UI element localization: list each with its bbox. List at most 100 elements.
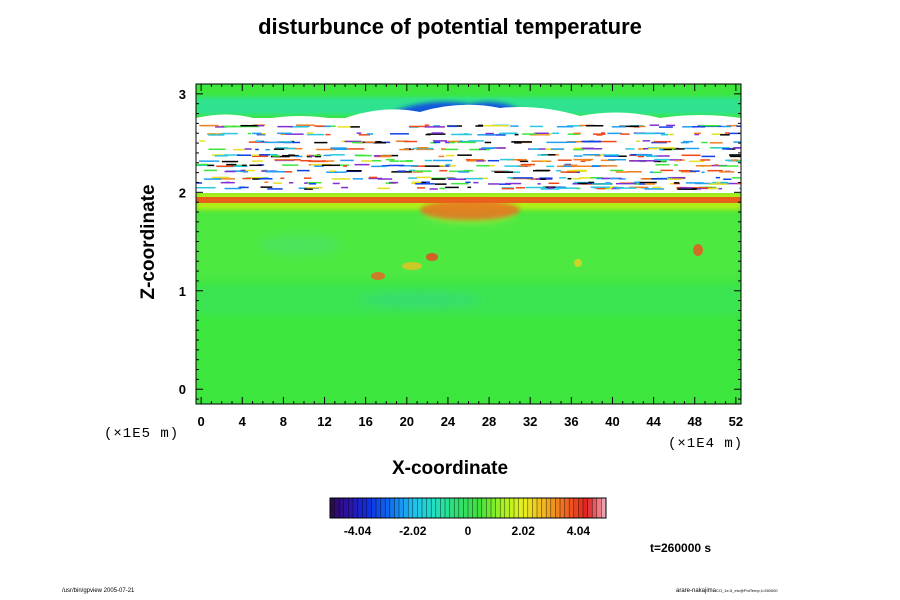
noise-streak [260,186,273,188]
noise-streak [669,182,674,185]
x-tick-label: 44 [646,414,661,429]
noise-streak [281,141,293,143]
noise-streak [388,164,405,167]
noise-streak [466,160,487,162]
warm-blob [574,259,582,267]
noise-streak [341,186,349,189]
noise-streak [389,181,399,184]
noise-streak [546,141,567,144]
colorbar-cell [481,498,487,518]
noise-streak [736,160,741,163]
noise-streak [736,125,741,128]
noise-streak [265,170,285,173]
noise-streak [483,124,496,127]
noise-streak [352,178,363,180]
noise-streak [207,133,217,135]
noise-streak [573,169,588,172]
noise-streak [458,133,468,136]
noise-streak [295,155,303,158]
noise-streak [573,158,593,161]
noise-streak [343,165,347,167]
noise-streak [714,164,719,166]
noise-streak [373,155,381,157]
noise-streak [599,187,612,190]
noise-streak [725,159,736,162]
noise-streak [398,164,419,167]
noise-streak [448,125,458,128]
noise-streak [240,124,258,127]
noise-streak [652,186,662,189]
noise-streak [239,186,245,189]
noise-streak [640,178,653,180]
noise-streak [576,187,581,190]
noise-streak [583,154,601,156]
noise-streak [446,177,457,180]
noise-streak [296,169,310,172]
noise-streak [605,182,611,184]
noise-streak [199,124,219,127]
noise-streak [280,177,285,179]
noise-streak [596,134,603,136]
noise-streak [225,181,230,184]
noise-streak [258,132,266,135]
colorbar-cell [394,498,400,518]
colorbar-cell [500,498,506,518]
noise-streak [485,132,494,135]
cool-patch [260,235,340,255]
noise-streak [285,147,296,150]
y-axis-unit: (×1E5 m) [104,426,180,442]
noise-streak [611,126,626,128]
noise-streak [300,159,312,162]
colorbar-cell [334,498,340,518]
noise-streak [430,141,437,144]
noise-streak [651,141,667,144]
noise-streak [337,126,355,128]
colorbar-cell [371,498,377,518]
noise-streak [416,148,435,151]
noise-streak [354,163,370,166]
noise-streak [326,171,347,173]
noise-streak [684,147,700,150]
noise-streak [423,165,444,167]
noise-streak [431,178,446,180]
noise-streak [311,163,332,166]
noise-streak [642,147,658,150]
noise-streak [653,160,667,163]
noise-streak [615,182,637,185]
noise-streak [689,170,700,172]
y-axis: 0 1 2 3 [179,87,741,400]
noise-streak [685,182,704,184]
noise-streak [711,133,723,135]
noise-streak [581,140,601,143]
noise-streak [566,125,583,127]
noise-streak [514,142,522,144]
noise-streak [722,148,733,150]
colorbar-cell [440,498,446,518]
x-tick-label: 36 [564,414,578,429]
x-tick-label: 8 [280,414,287,429]
chart-title: disturbunce of potential temperature [258,14,642,39]
noise-streak [599,165,618,167]
noise-streak [649,124,660,126]
x-tick-label: 24 [441,414,456,429]
noise-streak [655,163,670,166]
noise-streak [731,177,741,179]
noise-streak [514,133,519,136]
colorbar-cell [468,498,473,518]
noise-streak [408,125,427,128]
noise-streak [196,186,216,189]
noise-streak [251,132,262,135]
noise-streak [373,141,387,144]
noise-streak [701,141,708,144]
noise-streak [432,140,448,142]
noise-streak [694,182,713,185]
field-lower-region [196,202,741,315]
noise-streak [540,178,546,180]
x-tick-label: 52 [729,414,743,429]
noise-streak [693,187,713,189]
noise-streak [421,181,426,184]
noise-streak [681,154,701,157]
noise-streak [199,140,206,142]
noise-streak [232,164,243,167]
noise-streak [351,141,363,144]
